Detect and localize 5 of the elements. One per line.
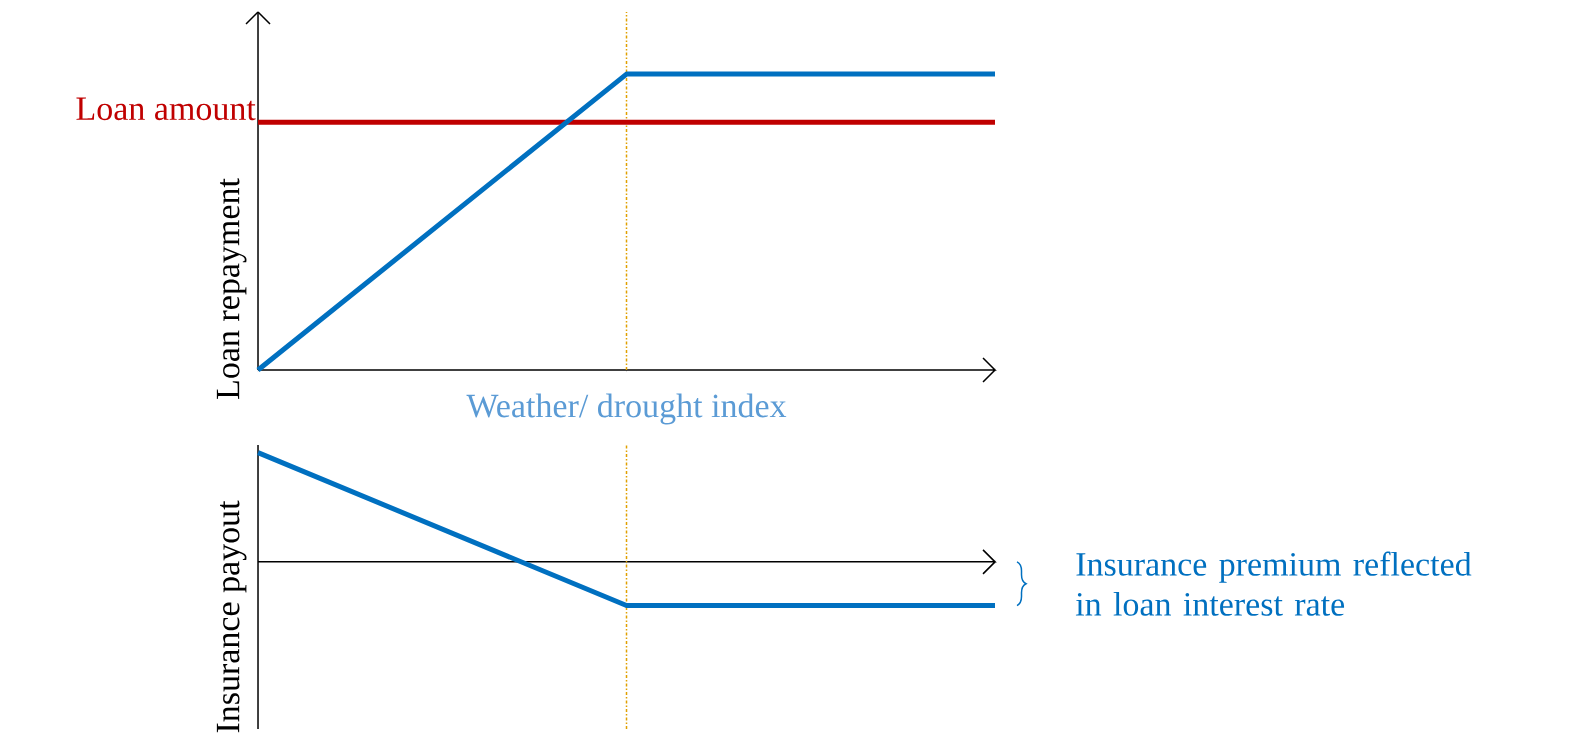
y-axis-title: Insurance payout — [216, 500, 247, 733]
y-axis-title: Loan repayment — [216, 178, 247, 399]
x-axis-title: Weather/ drought index — [466, 393, 787, 425]
text: Insurance premium reflected in loan interest rate — [1075, 551, 1472, 616]
series-label: Loan amount — [76, 97, 256, 121]
